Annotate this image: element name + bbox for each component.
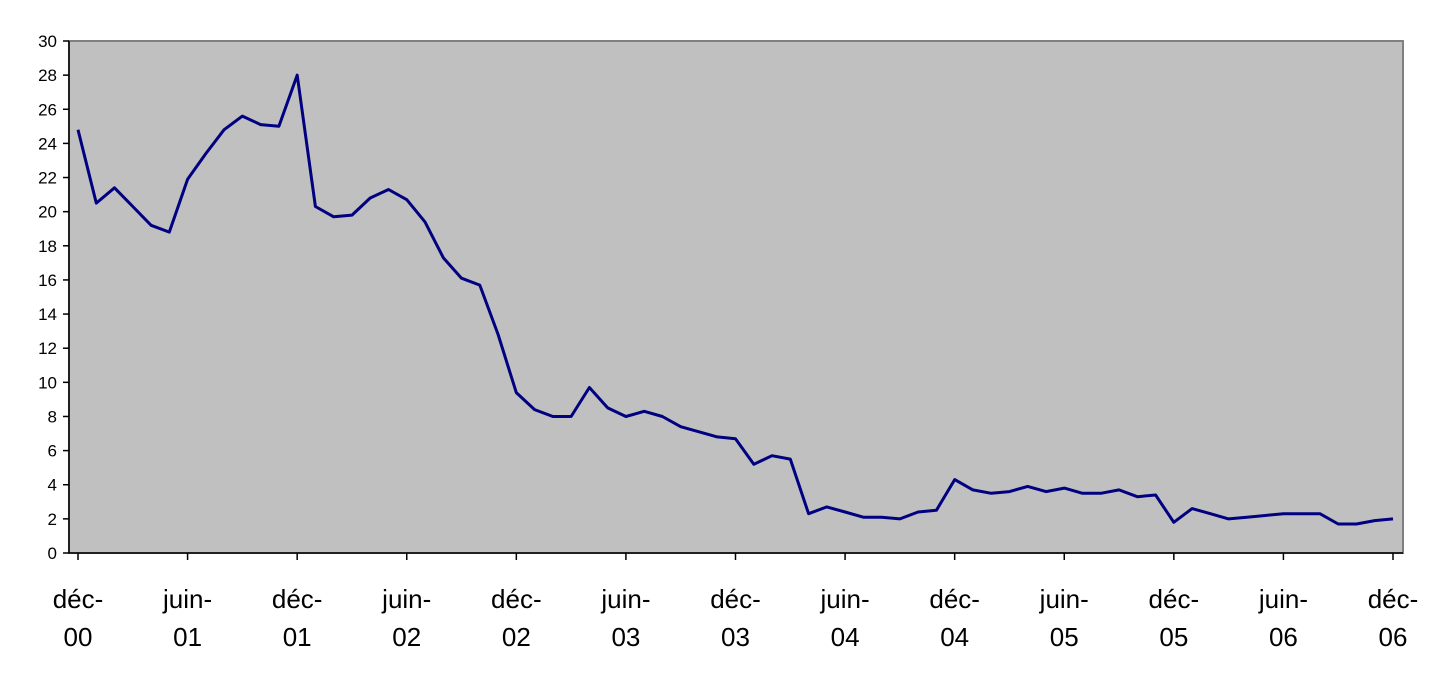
- y-tick-label: 22: [38, 169, 57, 188]
- y-tick-label: 28: [38, 66, 57, 85]
- y-tick-label: 30: [38, 32, 57, 51]
- series-line: [76, 73, 1394, 526]
- y-tick-label: 2: [48, 510, 57, 529]
- x-tick-label: juin-03: [600, 584, 650, 652]
- y-tick-label: 20: [38, 203, 57, 222]
- y-tick-label: 24: [38, 134, 57, 153]
- x-tick-label: déc-02: [491, 584, 542, 652]
- y-tick-label: 18: [38, 237, 57, 256]
- x-tick-label: déc-06: [1368, 584, 1419, 652]
- plot-area: [68, 40, 1404, 554]
- x-tick-label: juin-02: [381, 584, 431, 652]
- y-tick-label: 12: [38, 339, 57, 358]
- y-tick-label: 16: [38, 271, 57, 290]
- y-tick-label: 4: [48, 476, 57, 495]
- x-tick-label: déc-00: [53, 584, 104, 652]
- y-tick-label: 8: [48, 407, 57, 426]
- x-tick-label: juin-06: [1258, 584, 1308, 652]
- y-tick-label: 0: [48, 544, 57, 563]
- x-tick-label: juin-04: [820, 584, 870, 652]
- x-tick-label: déc-03: [710, 584, 761, 652]
- x-tick-label: juin-05: [1039, 584, 1089, 652]
- y-tick-label: 26: [38, 100, 57, 119]
- y-tick-label: 6: [48, 442, 57, 461]
- y-tick-label: 10: [38, 373, 57, 392]
- y-tick-label: 14: [38, 305, 57, 324]
- x-tick-label: déc-04: [929, 584, 980, 652]
- x-tick-label: déc-01: [272, 584, 323, 652]
- x-tick-label: déc-05: [1149, 584, 1200, 652]
- x-tick-label: juin-01: [162, 584, 212, 652]
